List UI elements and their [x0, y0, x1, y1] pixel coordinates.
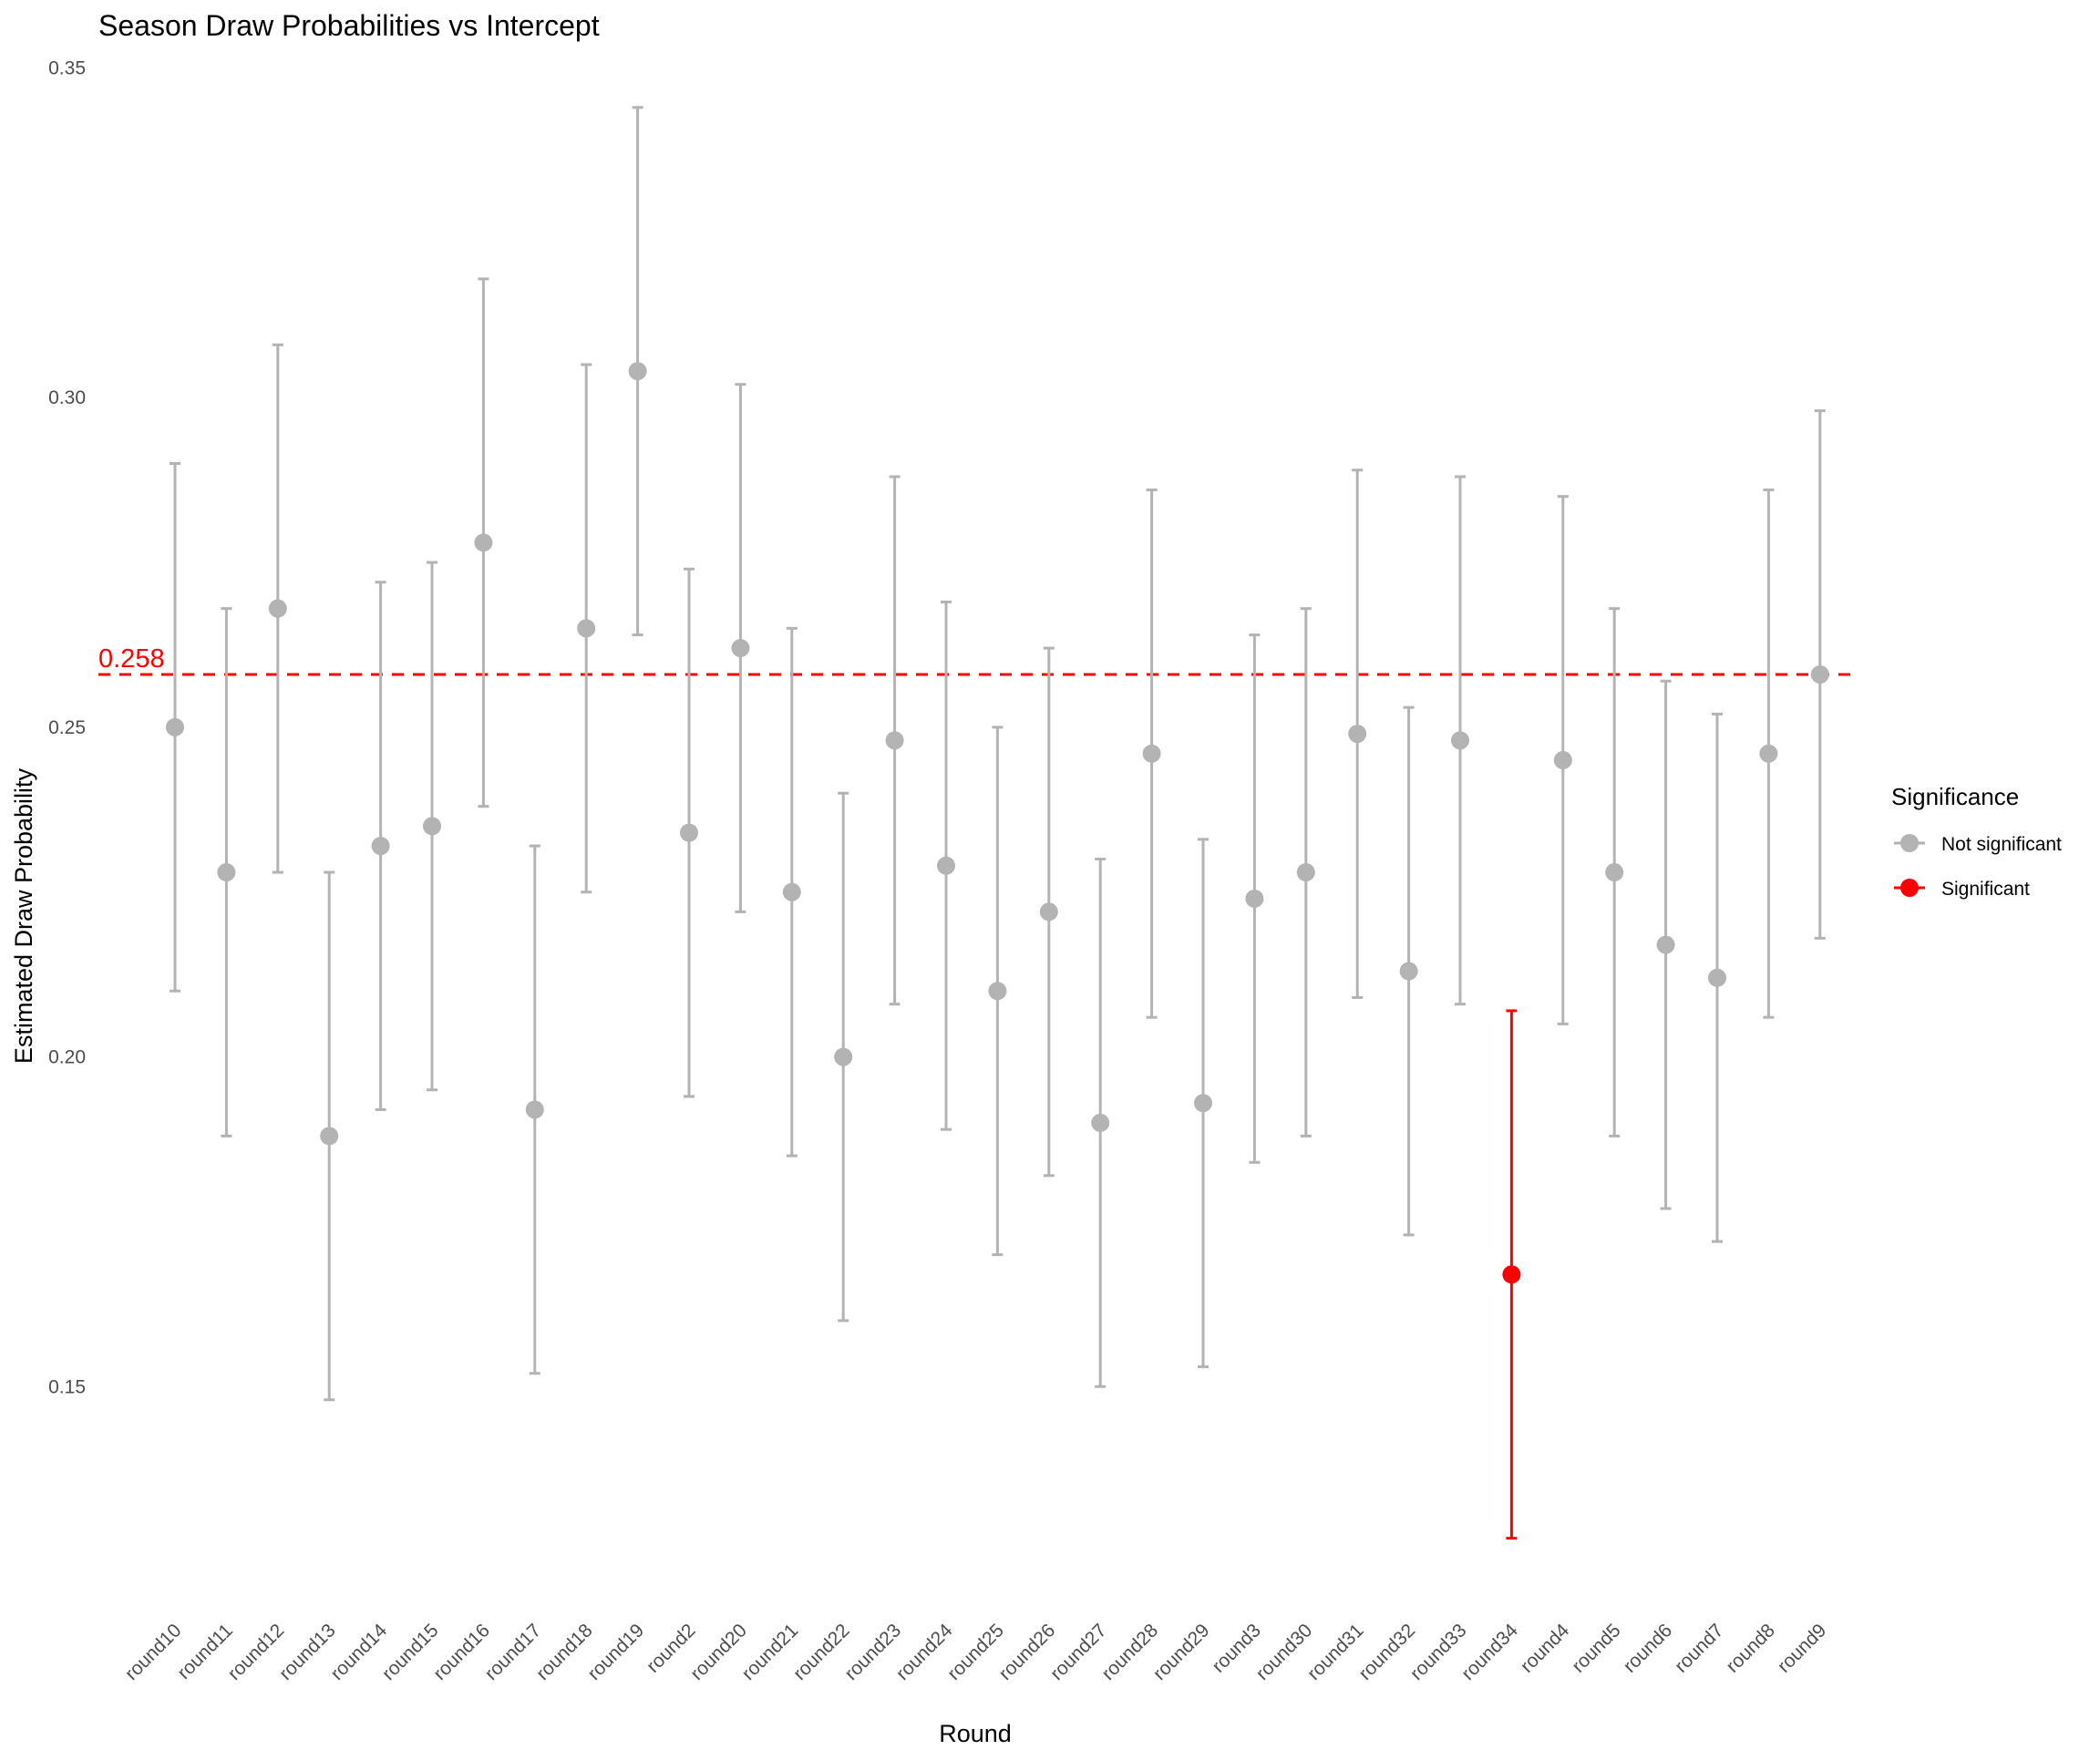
data-point	[320, 1127, 339, 1146]
data-point	[166, 717, 184, 736]
data-point	[371, 837, 390, 856]
x-tick-label: round15	[378, 1620, 443, 1684]
data-point	[782, 882, 801, 901]
data-point	[1399, 962, 1418, 981]
data-point	[1142, 744, 1161, 763]
x-tick-label: round18	[532, 1620, 597, 1684]
data-point	[268, 599, 287, 618]
data-point	[474, 533, 493, 552]
x-tick-label: round28	[1097, 1620, 1162, 1684]
data-point	[1091, 1113, 1110, 1132]
y-tick-label: 0.20	[48, 1047, 86, 1068]
data-points	[166, 362, 1829, 1284]
x-tick-label: round29	[1149, 1620, 1214, 1684]
data-point	[577, 619, 596, 638]
legend-title: Significance	[1891, 783, 2019, 810]
data-point	[1810, 665, 1829, 684]
x-tick-label: round31	[1303, 1620, 1368, 1684]
data-point	[731, 639, 750, 658]
x-tick-label: round8	[1722, 1620, 1779, 1677]
x-tick-label: round23	[840, 1620, 905, 1684]
x-tick-label: round13	[275, 1620, 340, 1684]
x-tick-label: round22	[789, 1620, 854, 1684]
data-point	[680, 823, 698, 842]
data-point	[628, 362, 647, 381]
x-tick-label: round14	[326, 1620, 391, 1684]
x-tick-label: round17	[481, 1620, 546, 1684]
x-tick-label: round34	[1457, 1620, 1522, 1684]
y-tick-label: 0.15	[48, 1376, 86, 1397]
data-point	[1194, 1094, 1212, 1113]
x-tick-label: round10	[121, 1620, 186, 1684]
data-point	[937, 856, 955, 875]
x-axis-title: Round	[939, 1720, 1012, 1747]
data-point	[1451, 731, 1469, 750]
x-tick-label: round12	[224, 1620, 289, 1684]
data-point	[1296, 863, 1315, 882]
x-tick-label: round27	[1046, 1620, 1111, 1684]
y-tick-label: 0.30	[48, 387, 86, 408]
x-axis: round10round11round12round13round14round…	[121, 1620, 1831, 1684]
legend-entry: Not significant	[1894, 834, 2062, 855]
x-tick-label: round19	[583, 1620, 648, 1684]
data-point	[525, 1100, 544, 1119]
x-tick-label: round24	[892, 1620, 957, 1684]
x-tick-label: round26	[995, 1620, 1060, 1684]
data-point	[1348, 725, 1367, 744]
legend-key-point	[1900, 834, 1919, 852]
y-axis: 0.15 0.20 0.25 0.30 0.35	[48, 57, 86, 1397]
data-point	[988, 982, 1007, 1001]
x-tick-label: round30	[1252, 1620, 1317, 1684]
x-tick-label: round20	[686, 1620, 751, 1684]
x-tick-label: round9	[1774, 1620, 1831, 1677]
legend-key-point	[1900, 879, 1919, 897]
x-tick-label: round32	[1354, 1620, 1419, 1684]
reference-line-label: 0.258	[98, 644, 165, 674]
y-axis-title: Estimated Draw Probability	[10, 767, 37, 1064]
x-tick-label: round5	[1568, 1620, 1625, 1677]
x-tick-label: round16	[429, 1620, 494, 1684]
data-point	[1039, 902, 1058, 921]
x-tick-label: round6	[1620, 1620, 1677, 1677]
data-point	[1759, 744, 1778, 763]
data-point	[1605, 863, 1624, 882]
legend-label: Significant	[1941, 879, 2030, 900]
data-point	[885, 731, 904, 750]
data-point	[1245, 889, 1264, 908]
data-point	[834, 1047, 853, 1066]
legend-entries: Not significant Significant	[1894, 834, 2062, 900]
data-point	[1553, 751, 1572, 770]
legend: Significance Not significant Significant	[1891, 783, 2062, 900]
x-tick-label: round33	[1406, 1620, 1471, 1684]
error-bars	[170, 106, 1826, 1540]
x-tick-label: round25	[943, 1620, 1008, 1684]
chart-title: Season Draw Probabilities vs Intercept	[98, 9, 600, 42]
x-tick-label: round7	[1671, 1620, 1728, 1677]
data-point	[423, 817, 441, 836]
x-tick-label: round4	[1517, 1620, 1574, 1677]
data-point	[1502, 1265, 1521, 1284]
y-tick-label: 0.35	[48, 57, 86, 78]
y-tick-label: 0.25	[48, 717, 86, 738]
legend-entry: Significant	[1894, 879, 2030, 900]
data-point	[1708, 968, 1726, 987]
data-point	[1656, 935, 1675, 954]
legend-label: Not significant	[1941, 834, 2062, 855]
x-tick-label: round21	[738, 1620, 803, 1684]
data-point	[217, 863, 236, 882]
